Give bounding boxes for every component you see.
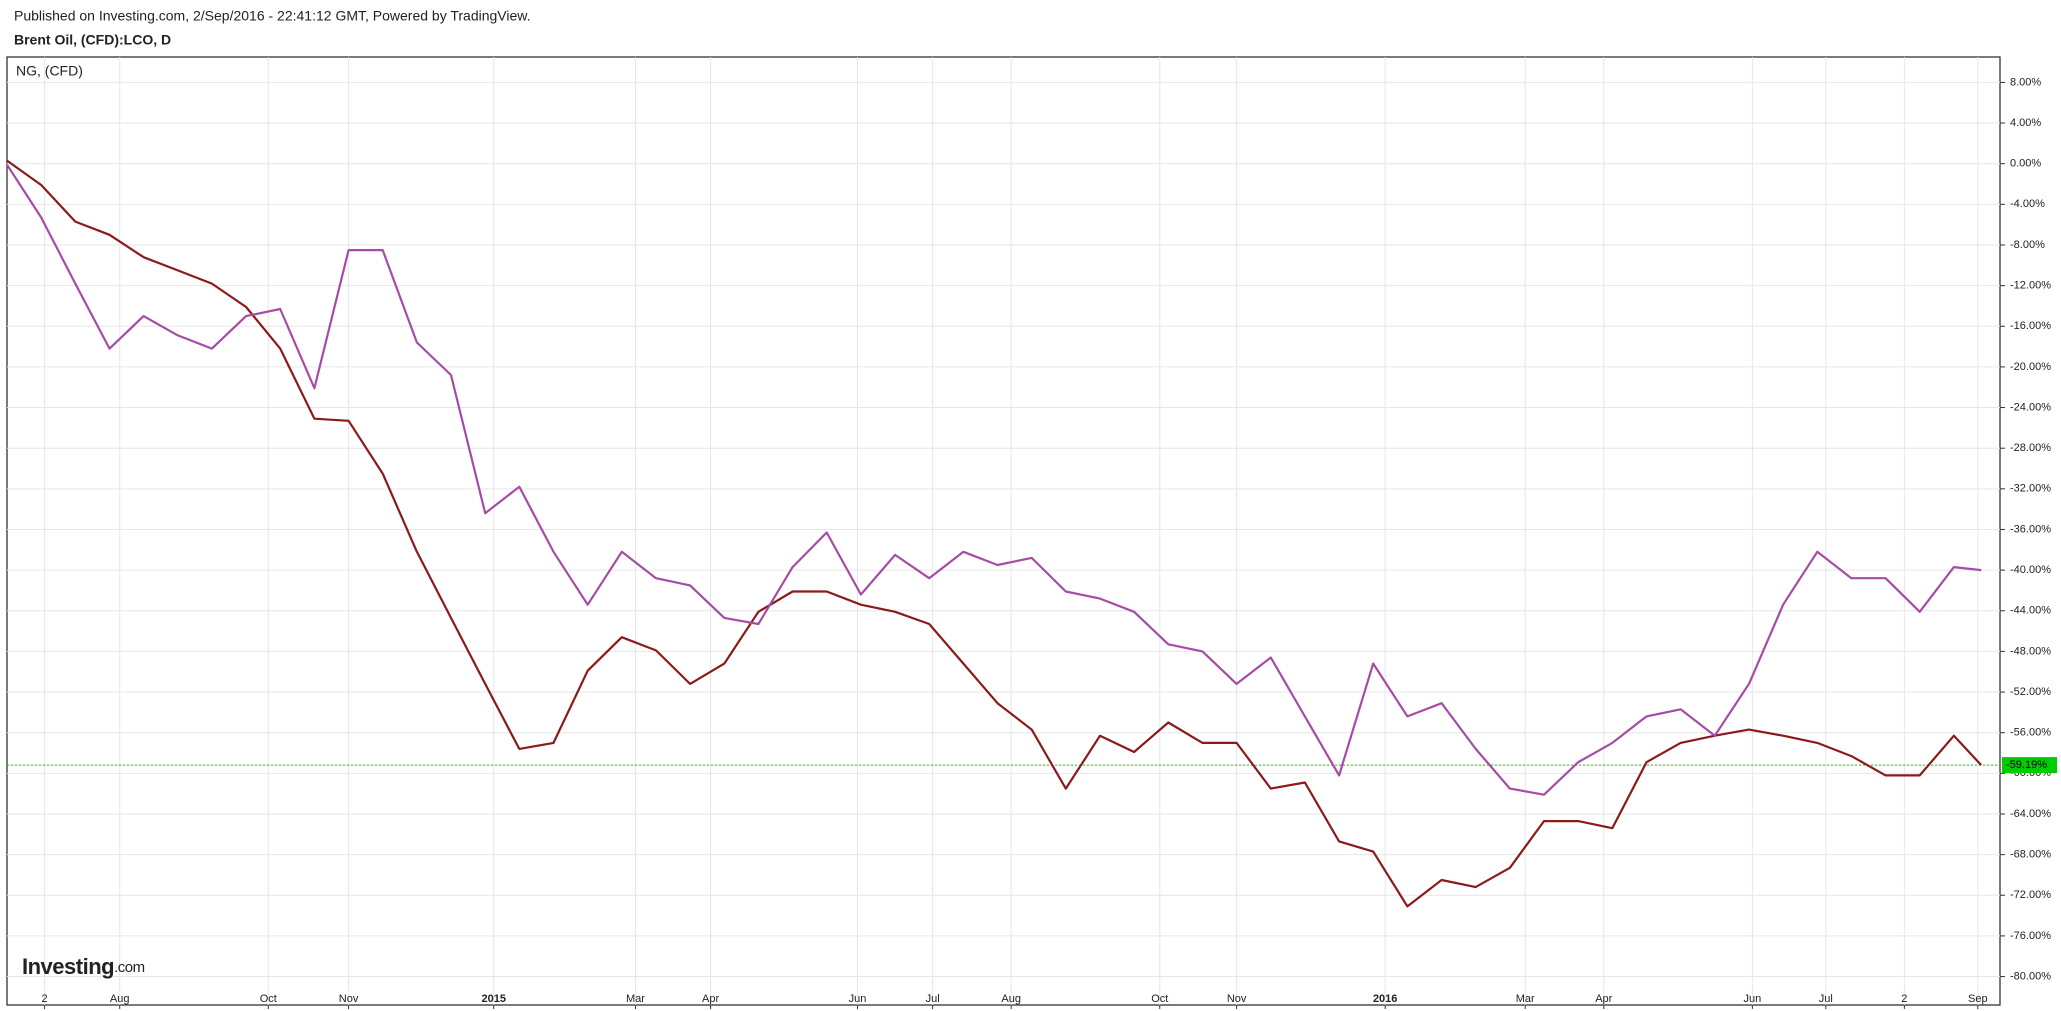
logo-text: Investing <box>22 954 114 979</box>
logo: Investing.com <box>22 954 145 979</box>
x-tick-label: Mar <box>626 993 645 1005</box>
y-tick-label: 4.00% <box>2010 117 2041 129</box>
reference-label: -59.19% <box>2006 759 2047 771</box>
y-tick-label: -64.00% <box>2010 808 2051 820</box>
y-tick-label: -32.00% <box>2010 483 2051 495</box>
y-tick-label: -76.00% <box>2010 930 2051 942</box>
series-title: Brent Oil, (CFD):LCO, D <box>14 32 171 48</box>
x-tick-label: 2015 <box>481 993 505 1005</box>
x-tick-label: Aug <box>1001 993 1021 1005</box>
x-tick-label: Mar <box>1516 993 1535 1005</box>
y-tick-label: 0.00% <box>2010 158 2041 170</box>
y-tick-label: -68.00% <box>2010 849 2051 861</box>
reference-label-bg <box>2002 757 2057 774</box>
x-tick-label: Aug <box>110 993 130 1005</box>
x-tick-label: Nov <box>1227 993 1247 1005</box>
y-tick-label: -48.00% <box>2010 645 2051 657</box>
grid: 8.00% 4.00% 0.00% -4.00% -8.00% -12.00% -16.00… <box>7 57 2051 1009</box>
y-tick-label: -20.00% <box>2010 361 2051 373</box>
y-tick-label: -28.00% <box>2010 442 2051 454</box>
logo-suffix: .com <box>114 959 145 976</box>
x-tick-label: 2016 <box>1373 993 1397 1005</box>
x-tick-label: Jun <box>849 993 867 1005</box>
chart-title: Published on Investing.com, 2/Sep/2016 -… <box>14 8 531 24</box>
y-tick-label: -80.00% <box>2010 970 2051 982</box>
y-tick-label: -12.00% <box>2010 280 2051 292</box>
y-tick-label: -36.00% <box>2010 523 2051 535</box>
x-tick-label: Jul <box>1819 993 1833 1005</box>
series-line <box>6 164 1982 796</box>
y-tick-label: -40.00% <box>2010 564 2051 576</box>
x-tick-label: Oct <box>260 993 277 1005</box>
y-tick-label: -16.00% <box>2010 320 2051 332</box>
x-tick-label: Oct <box>1151 993 1168 1005</box>
x-tick-label: Nov <box>339 993 359 1005</box>
y-tick-label: -24.00% <box>2010 401 2051 413</box>
x-tick-label: Sep <box>1968 993 1988 1005</box>
x-tick-label: 2 <box>42 993 48 1005</box>
y-tick-label: -4.00% <box>2010 198 2045 210</box>
x-tick-label: 2 <box>1901 993 1907 1005</box>
y-tick-label: -72.00% <box>2010 889 2051 901</box>
x-tick-label: Jul <box>926 993 940 1005</box>
x-tick-label: Apr <box>702 993 719 1005</box>
marks: -59.19% <box>6 159 2057 908</box>
y-tick-label: -8.00% <box>2010 239 2045 251</box>
x-tick-label: Jun <box>1743 993 1761 1005</box>
legend-entry: NG, (CFD) <box>16 63 83 79</box>
series-line <box>6 159 1983 908</box>
plot-frame <box>6 56 2001 1006</box>
x-tick-label: Apr <box>1595 993 1612 1005</box>
y-tick-label: -44.00% <box>2010 605 2051 617</box>
y-tick-label: -52.00% <box>2010 686 2051 698</box>
y-tick-label: -56.00% <box>2010 727 2051 739</box>
y-tick-label: 8.00% <box>2010 76 2041 88</box>
